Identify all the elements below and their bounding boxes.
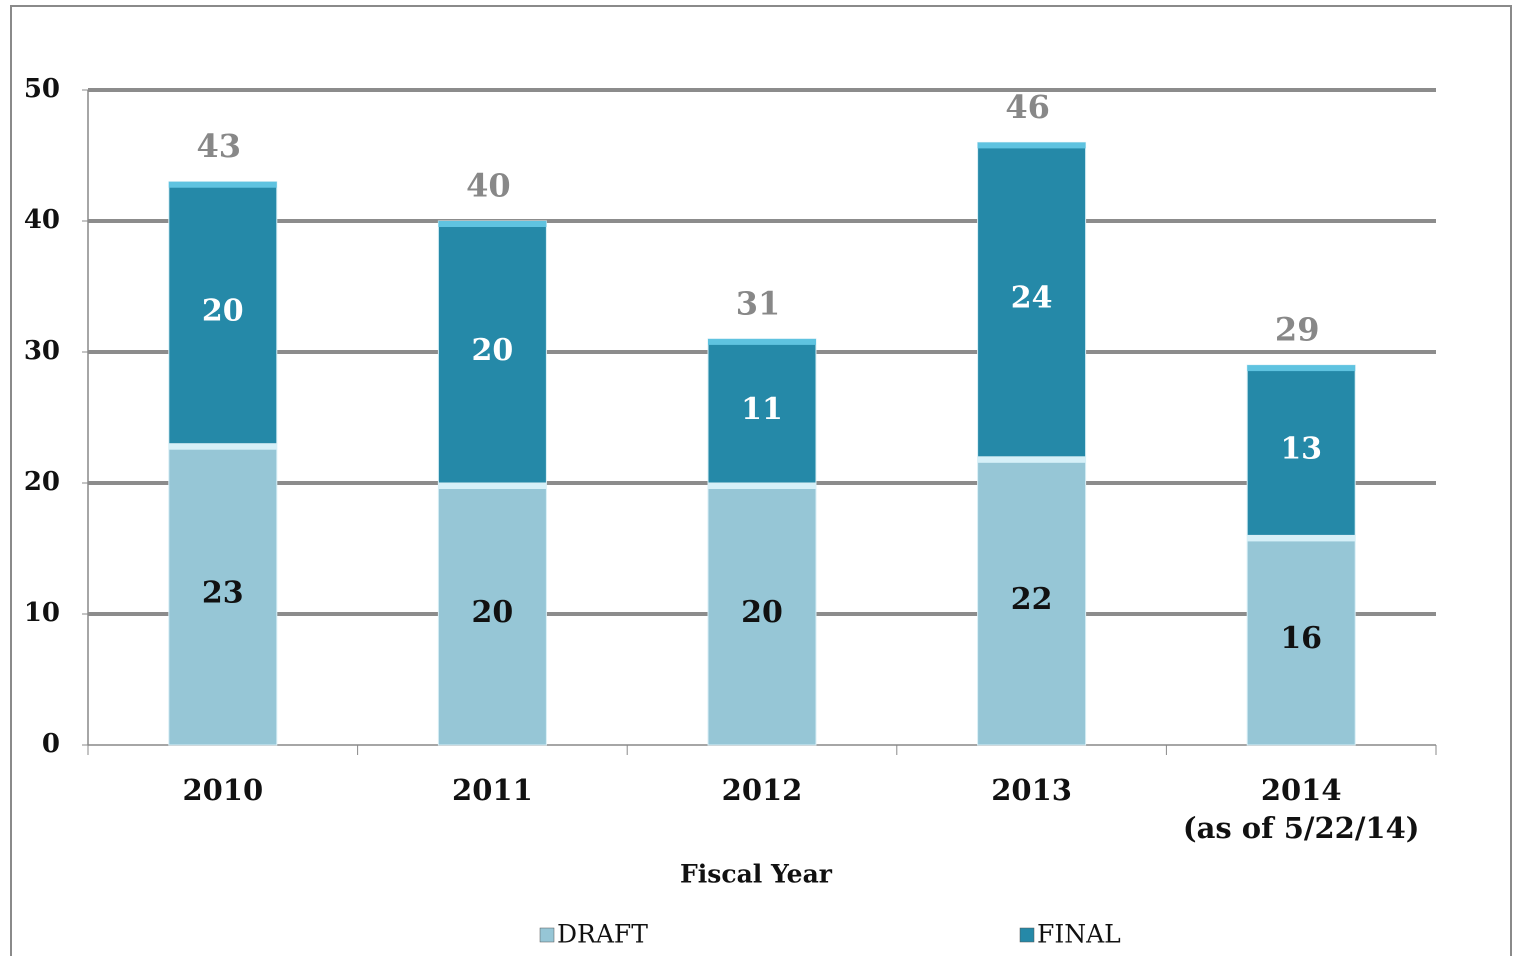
data-label: 20 [741,595,783,630]
x-tick-label: 2014 (as of 5/22/14) [1182,773,1420,845]
data-label: 23 [202,575,244,610]
data-label: 13 [1280,431,1322,466]
bar-cap [168,443,277,450]
bar-cap [1247,535,1356,542]
y-tick-label: 50 [24,74,60,104]
x-tick-label: 2012 [721,773,803,807]
x-axis-title: Fiscal Year [680,860,833,889]
bar-cap [977,456,1086,463]
data-label: 24 [1011,281,1053,316]
data-label: 22 [1011,582,1053,617]
data-label: 16 [1280,621,1322,656]
bar-segment [977,141,1087,458]
total-label: 29 [1275,311,1320,349]
bar-cap [438,221,547,227]
x-tick-label: 2010 [182,773,264,807]
bar-cap [1247,365,1356,372]
bar-segment [707,482,817,746]
chart-frame [10,5,1512,956]
total-label: 40 [466,167,511,205]
bar-segment [707,338,817,484]
y-tick-label: 30 [24,336,60,366]
x-tick-label: 2011 [452,773,533,807]
bar-segment [1246,534,1356,746]
bar-cap [708,483,816,489]
legend-swatch [539,927,555,943]
bar-cap [168,181,277,188]
x-tick-label: 2013 [991,773,1072,807]
bar-segment [437,220,547,484]
bar-segment [1246,364,1356,536]
bar-segment [168,443,278,746]
data-label: 20 [202,294,244,329]
legend-label: FINAL [1037,920,1121,949]
bar-segment [168,181,278,445]
legend-swatch [1019,927,1035,943]
bar-segment [437,482,547,746]
total-label: 43 [197,127,242,165]
legend-label: DRAFT [557,920,648,949]
bar-cap [977,142,1086,149]
bar-cap [438,483,547,489]
bar-segment [977,456,1087,746]
data-label: 20 [472,595,514,630]
y-tick-label: 40 [24,205,60,235]
y-tick-label: 0 [42,729,60,759]
data-label: 20 [472,333,514,368]
total-label: 46 [1005,88,1050,126]
bar-cap [708,338,816,345]
data-label: 11 [741,392,783,427]
y-tick-label: 10 [24,598,60,628]
y-tick-label: 20 [24,467,60,497]
total-label: 31 [736,284,781,322]
